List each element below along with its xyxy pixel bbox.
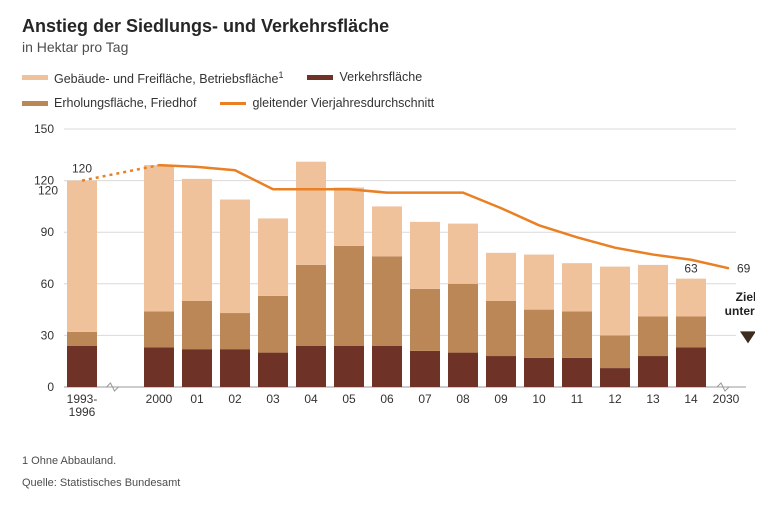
bar-erholung xyxy=(486,301,516,356)
x-tick-label: 11 xyxy=(571,392,584,406)
bar-erholung xyxy=(410,289,440,351)
bar-verkehr xyxy=(220,349,250,387)
page-title: Anstieg der Siedlungs- und Verkehrsfläch… xyxy=(22,16,755,37)
bar-erholung xyxy=(144,311,174,347)
chart-svg: 0 30 60 90 120 150 1993-1996 2000 01 02 03 04 05 06 07… xyxy=(22,121,755,441)
bar-verkehr xyxy=(600,368,630,387)
bar-erholung xyxy=(334,246,364,346)
x-tick-label: 09 xyxy=(494,392,508,406)
bar-gebaeude xyxy=(486,253,516,301)
bar-gebaeude xyxy=(410,222,440,289)
bar-gebaeude xyxy=(67,181,97,332)
bar-verkehr xyxy=(144,348,174,388)
label-120-top: 120 xyxy=(72,162,92,176)
swatch-erholung xyxy=(22,101,48,106)
legend-durchschnitt: gleitender Vierjahresdurchschnitt xyxy=(220,93,434,113)
x-label-2030: 2030 xyxy=(713,392,740,406)
source: Quelle: Statistisches Bundesamt xyxy=(22,477,755,489)
goal-text: unter 30 xyxy=(725,304,755,318)
x-tick-label: 05 xyxy=(342,392,356,406)
svg-text:30: 30 xyxy=(41,329,55,343)
x-tick-label: 13 xyxy=(646,392,660,406)
bar-gebaeude xyxy=(144,165,174,311)
bar-gebaeude xyxy=(220,200,250,314)
bar-verkehr xyxy=(410,351,440,387)
svg-text:0: 0 xyxy=(47,380,54,394)
bar-verkehr xyxy=(372,346,402,387)
bar-erholung xyxy=(600,336,630,369)
x-tick-label: 10 xyxy=(532,392,546,406)
swatch-gebaeude xyxy=(22,75,48,80)
x-tick-label: 2000 xyxy=(146,392,173,406)
bar-erholung xyxy=(258,296,288,353)
x-tick-label: 01 xyxy=(190,392,204,406)
bar-erholung xyxy=(676,317,706,348)
bar-verkehr xyxy=(296,346,326,387)
bar-erholung xyxy=(562,311,592,357)
bar-erholung xyxy=(524,310,554,358)
legend-erholung: Erholungsfläche, Friedhof xyxy=(22,93,196,113)
swatch-verkehr xyxy=(307,75,333,80)
swatch-durchschnitt xyxy=(220,102,246,105)
x-tick-label: 08 xyxy=(456,392,470,406)
bar-erholung xyxy=(372,256,402,345)
bar-erholung xyxy=(638,317,668,357)
goal-text: Ziel: xyxy=(736,290,755,304)
bar-gebaeude xyxy=(296,162,326,265)
bar-verkehr xyxy=(486,356,516,387)
label-69: 69 xyxy=(737,261,751,275)
footnote: 1 Ohne Abbauland. xyxy=(22,455,755,467)
bar-erholung xyxy=(296,265,326,346)
bar-gebaeude xyxy=(448,224,478,284)
bar-verkehr xyxy=(67,346,97,387)
bar-erholung xyxy=(220,313,250,349)
bar-verkehr xyxy=(524,358,554,387)
bar-gebaeude xyxy=(562,263,592,311)
bar-gebaeude xyxy=(524,255,554,310)
legend-verkehr: Verkehrsfläche xyxy=(307,67,422,87)
chart: 0 30 60 90 120 150 1993-1996 2000 01 02 03 04 05 06 07… xyxy=(22,121,755,441)
bar-verkehr xyxy=(676,348,706,388)
bar-gebaeude xyxy=(676,279,706,317)
legend-gebaeude: Gebäude- und Freifläche, Betriebsfläche1 xyxy=(22,65,283,89)
bar-erholung xyxy=(182,301,212,349)
x-tick-label: 07 xyxy=(418,392,432,406)
legend: Gebäude- und Freifläche, Betriebsfläche1… xyxy=(22,65,755,113)
bar-gebaeude xyxy=(600,267,630,336)
subtitle: in Hektar pro Tag xyxy=(22,39,755,55)
x-tick-label: 12 xyxy=(608,392,622,406)
bar-gebaeude xyxy=(638,265,668,317)
x-tick-label: 1993- xyxy=(67,392,98,406)
bar-verkehr xyxy=(638,356,668,387)
bar-gebaeude xyxy=(372,207,402,257)
x-tick-label: 14 xyxy=(684,392,698,406)
label-120-left: 120 xyxy=(38,184,58,198)
x-tick-label: 02 xyxy=(228,392,242,406)
goal-arrow-icon xyxy=(740,332,755,344)
bar-erholung xyxy=(448,284,478,353)
bar-gebaeude xyxy=(182,179,212,301)
bar-erholung xyxy=(67,332,97,346)
x-tick-label: 06 xyxy=(380,392,394,406)
svg-text:90: 90 xyxy=(41,225,55,239)
bar-verkehr xyxy=(448,353,478,387)
bar-gebaeude xyxy=(334,188,364,246)
x-tick-label: 1996 xyxy=(69,405,96,419)
svg-text:60: 60 xyxy=(41,277,55,291)
bar-gebaeude xyxy=(258,219,288,296)
x-tick-label: 03 xyxy=(266,392,280,406)
bar-verkehr xyxy=(182,349,212,387)
x-tick-label: 04 xyxy=(304,392,318,406)
label-63: 63 xyxy=(684,262,698,276)
svg-text:150: 150 xyxy=(34,122,54,136)
bar-verkehr xyxy=(562,358,592,387)
bar-verkehr xyxy=(258,353,288,387)
bar-verkehr xyxy=(334,346,364,387)
